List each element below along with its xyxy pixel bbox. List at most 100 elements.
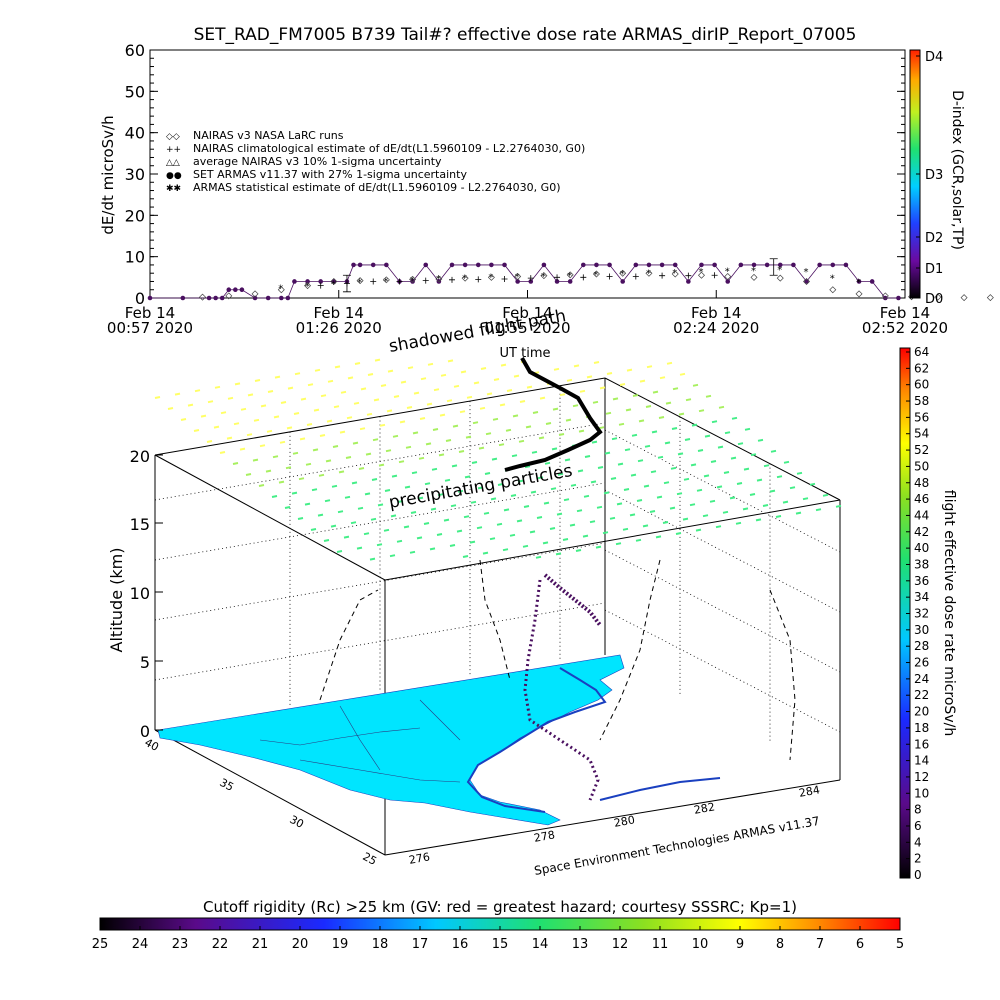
particle-mark xyxy=(516,519,523,523)
particle-mark xyxy=(437,493,444,497)
particle-mark xyxy=(537,476,544,480)
particle-mark xyxy=(565,418,572,422)
particle-mark xyxy=(632,394,639,397)
latitude-tick-label: 40 xyxy=(142,736,160,754)
particle-mark xyxy=(692,383,699,387)
armas-point xyxy=(279,295,284,301)
particle-mark xyxy=(683,477,690,481)
armas-point xyxy=(896,295,901,301)
particle-mark xyxy=(497,483,504,486)
particle-mark xyxy=(357,506,364,510)
particle-mark xyxy=(490,497,497,501)
particle-mark xyxy=(493,378,500,381)
particle-mark xyxy=(304,502,311,506)
armas-point xyxy=(883,295,888,301)
particle-mark xyxy=(644,444,651,448)
nairas-clim-point xyxy=(632,273,639,280)
particle-mark xyxy=(611,437,618,441)
particle-mark xyxy=(526,385,533,389)
particle-mark xyxy=(690,463,697,467)
particle-mark xyxy=(233,422,240,426)
dose-rate-tick-label: 42 xyxy=(914,525,929,539)
particle-mark xyxy=(389,554,396,558)
nairas-point xyxy=(461,274,469,282)
particle-mark xyxy=(457,489,464,493)
particle-mark xyxy=(636,499,643,502)
particle-mark xyxy=(317,513,324,517)
nairas-point xyxy=(304,282,312,290)
particle-mark xyxy=(619,383,626,386)
longitude-tick-label: 278 xyxy=(533,828,556,844)
nairas-point xyxy=(881,292,889,300)
particle-mark xyxy=(478,446,485,450)
particle-mark xyxy=(390,514,397,518)
coastline xyxy=(466,667,607,813)
particle-mark xyxy=(363,532,370,536)
particle-mark xyxy=(393,395,400,398)
armas-stat-point: * xyxy=(515,272,520,283)
particle-mark xyxy=(291,491,298,495)
error-bar xyxy=(769,258,778,276)
armas-stat-point: * xyxy=(672,268,677,279)
particle-mark xyxy=(499,403,506,407)
particle-mark xyxy=(529,530,536,534)
particle-mark xyxy=(757,438,764,442)
particle-mark xyxy=(227,396,234,400)
particle-mark xyxy=(646,365,653,369)
particle-mark xyxy=(616,502,623,506)
particle-mark xyxy=(430,507,437,511)
top-y-tick-label: 40 xyxy=(125,124,145,143)
particle-mark xyxy=(704,434,711,438)
particle-mark xyxy=(545,422,552,425)
particle-mark xyxy=(440,373,447,377)
particle-mark xyxy=(602,531,609,535)
nairas-clim-point xyxy=(501,275,508,282)
nairas-clim-point xyxy=(606,273,613,280)
nairas-clim-point xyxy=(554,274,561,281)
armas-line xyxy=(150,264,899,299)
nairas-clim-point xyxy=(580,274,587,281)
particle-mark xyxy=(717,445,724,449)
side-wall-grid-h xyxy=(604,609,841,733)
armas-point xyxy=(233,287,238,293)
armas-stat-point: * xyxy=(541,271,546,282)
top-x-tick-label-time: 01:55 2020 xyxy=(484,319,570,337)
particle-mark xyxy=(517,479,524,483)
longitude-tick-label: 280 xyxy=(613,813,636,829)
d-index-tick-label: D3 xyxy=(925,168,943,183)
particle-mark xyxy=(433,388,440,392)
particle-mark xyxy=(553,367,560,371)
armas-point xyxy=(449,262,455,268)
side-wall-grid-h xyxy=(604,429,841,553)
particle-mark xyxy=(513,374,520,378)
dose-rate-tick-label: 34 xyxy=(914,590,929,604)
particle-mark xyxy=(292,451,299,455)
particle-mark xyxy=(193,429,200,432)
particle-mark xyxy=(665,401,672,405)
armas-point xyxy=(384,262,389,268)
particle-mark xyxy=(426,402,433,406)
particle-mark xyxy=(465,435,472,439)
legend-entry: ARMAS statistical estimate of dE/dt(L1.5… xyxy=(193,181,560,194)
particle-mark xyxy=(462,555,469,558)
particle-mark xyxy=(502,548,509,552)
armas-point xyxy=(357,262,363,268)
particle-mark xyxy=(770,449,777,453)
particle-mark xyxy=(314,368,321,372)
particle-mark xyxy=(373,398,380,402)
particle-mark xyxy=(652,390,659,394)
cutoff-rigidity-tick-label: 11 xyxy=(652,937,669,952)
particle-mark xyxy=(543,501,550,505)
cutoff-rigidity-tick-label: 16 xyxy=(452,937,469,952)
particle-mark xyxy=(285,466,292,470)
particle-mark xyxy=(206,440,213,443)
side-wall-grid-h xyxy=(604,489,841,613)
particle-mark xyxy=(367,373,374,376)
d-index-tick-label: D4 xyxy=(925,50,943,65)
particle-mark xyxy=(284,506,291,509)
particle-mark xyxy=(742,507,749,511)
particle-mark xyxy=(664,441,671,445)
particle-mark xyxy=(344,495,351,499)
particle-mark xyxy=(293,412,300,415)
particle-mark xyxy=(550,487,557,491)
